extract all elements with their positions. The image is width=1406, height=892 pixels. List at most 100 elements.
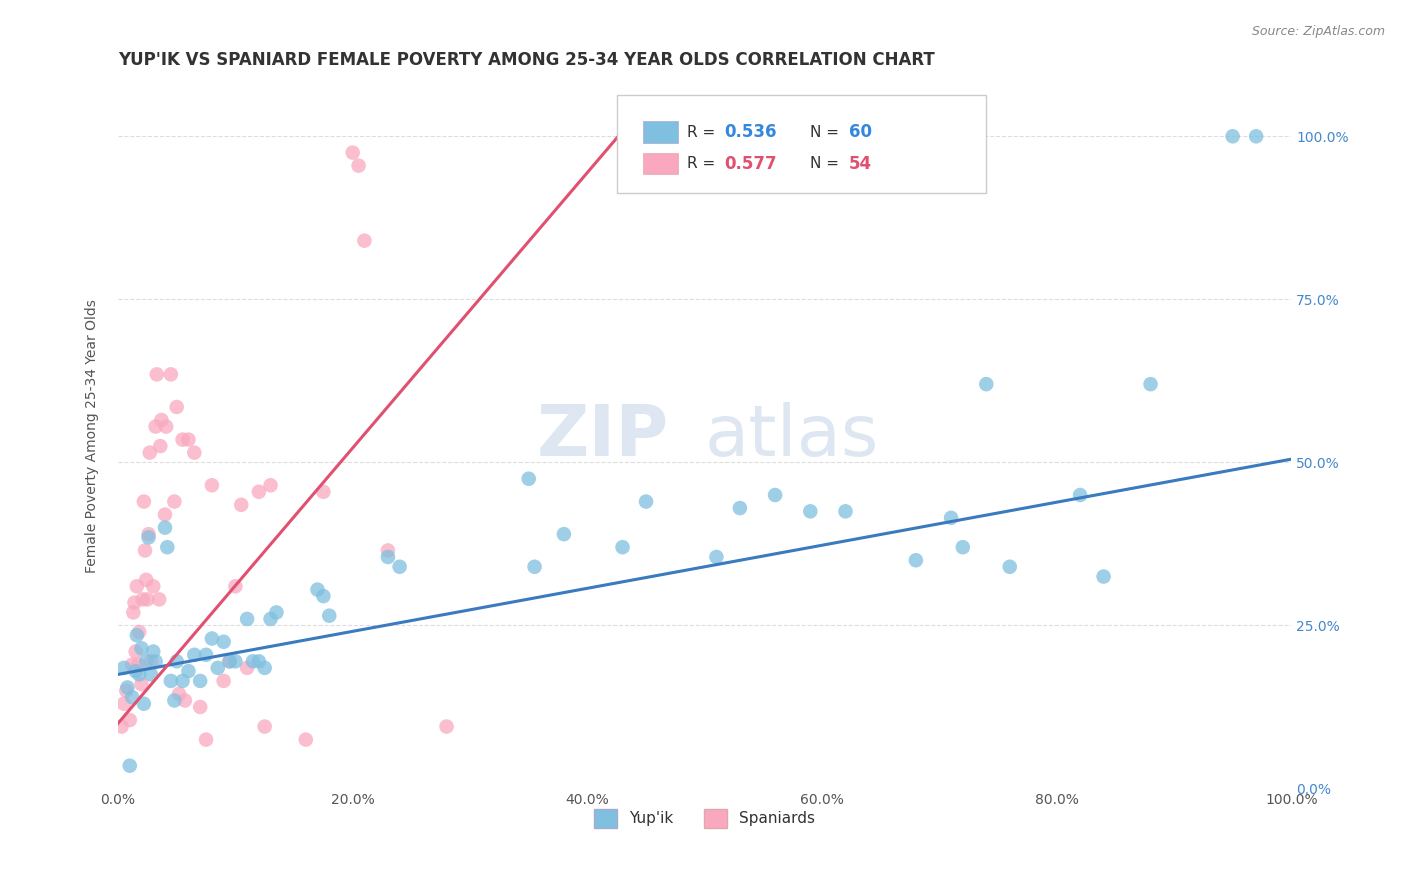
Point — [150, 413, 173, 427]
Point — [166, 400, 188, 414]
Point — [124, 664, 146, 678]
Point — [342, 145, 364, 160]
Point — [523, 559, 546, 574]
Point — [312, 484, 335, 499]
Point — [142, 579, 165, 593]
Text: ZIP: ZIP — [537, 401, 669, 471]
Point — [134, 543, 156, 558]
Point — [138, 530, 160, 544]
Point — [939, 511, 962, 525]
Point — [172, 433, 194, 447]
Point — [253, 661, 276, 675]
Point — [224, 654, 246, 668]
Point — [128, 667, 150, 681]
Point — [218, 654, 240, 668]
Text: N =: N = — [810, 156, 844, 171]
Point — [139, 667, 162, 681]
Point — [174, 693, 197, 707]
Point — [253, 720, 276, 734]
Point — [118, 758, 141, 772]
Point — [160, 673, 183, 688]
Point — [153, 508, 176, 522]
Y-axis label: Female Poverty Among 25-34 Year Olds: Female Poverty Among 25-34 Year Olds — [86, 300, 100, 574]
Point — [728, 501, 751, 516]
Point — [177, 664, 200, 678]
Point — [138, 527, 160, 541]
Point — [318, 608, 340, 623]
Point — [353, 234, 375, 248]
Point — [388, 559, 411, 574]
Point — [124, 596, 146, 610]
Point — [312, 589, 335, 603]
Text: 60: 60 — [849, 123, 872, 141]
Point — [160, 368, 183, 382]
Point — [138, 445, 160, 459]
Point — [166, 654, 188, 668]
Point — [121, 690, 143, 705]
Point — [201, 478, 224, 492]
Point — [163, 494, 186, 508]
Point — [125, 579, 148, 593]
Point — [128, 625, 150, 640]
Point — [118, 713, 141, 727]
Point — [132, 494, 155, 508]
Text: 0.577: 0.577 — [724, 154, 778, 173]
Point — [135, 654, 157, 668]
Point — [153, 521, 176, 535]
Point — [212, 634, 235, 648]
Text: N =: N = — [810, 125, 844, 139]
Point — [149, 439, 172, 453]
Point — [156, 540, 179, 554]
Point — [127, 657, 149, 672]
Point — [163, 693, 186, 707]
Point — [1092, 569, 1115, 583]
Point — [188, 673, 211, 688]
Point — [1244, 129, 1267, 144]
Point — [145, 654, 167, 668]
Point — [112, 697, 135, 711]
Point — [236, 661, 259, 675]
Point — [167, 687, 190, 701]
Point — [377, 549, 399, 564]
Point — [259, 478, 281, 492]
Point — [195, 648, 218, 662]
FancyBboxPatch shape — [617, 95, 986, 194]
Point — [247, 654, 270, 668]
Point — [145, 419, 167, 434]
Text: YUP'IK VS SPANIARD FEMALE POVERTY AMONG 25-34 YEAR OLDS CORRELATION CHART: YUP'IK VS SPANIARD FEMALE POVERTY AMONG … — [118, 51, 935, 69]
FancyBboxPatch shape — [643, 153, 678, 174]
Point — [115, 683, 138, 698]
Point — [177, 433, 200, 447]
Point — [142, 644, 165, 658]
Point — [139, 654, 162, 668]
Point — [183, 445, 205, 459]
Point — [121, 657, 143, 672]
Point — [634, 494, 657, 508]
Point — [112, 661, 135, 675]
Point — [307, 582, 329, 597]
Point — [122, 606, 145, 620]
Point — [904, 553, 927, 567]
Point — [266, 606, 288, 620]
Point — [145, 368, 167, 382]
Point — [212, 673, 235, 688]
Point — [242, 654, 264, 668]
Point — [1069, 488, 1091, 502]
Point — [294, 732, 316, 747]
Text: Source: ZipAtlas.com: Source: ZipAtlas.com — [1251, 25, 1385, 38]
Point — [1222, 129, 1244, 144]
Point — [436, 720, 458, 734]
Point — [517, 472, 540, 486]
Point — [763, 488, 786, 502]
Point — [124, 644, 146, 658]
Point — [172, 673, 194, 688]
Point — [131, 641, 153, 656]
Point — [195, 732, 218, 747]
Point — [799, 504, 821, 518]
Point — [347, 159, 370, 173]
Point — [125, 628, 148, 642]
Point — [236, 612, 259, 626]
Point — [377, 543, 399, 558]
Point — [974, 377, 997, 392]
Point — [201, 632, 224, 646]
